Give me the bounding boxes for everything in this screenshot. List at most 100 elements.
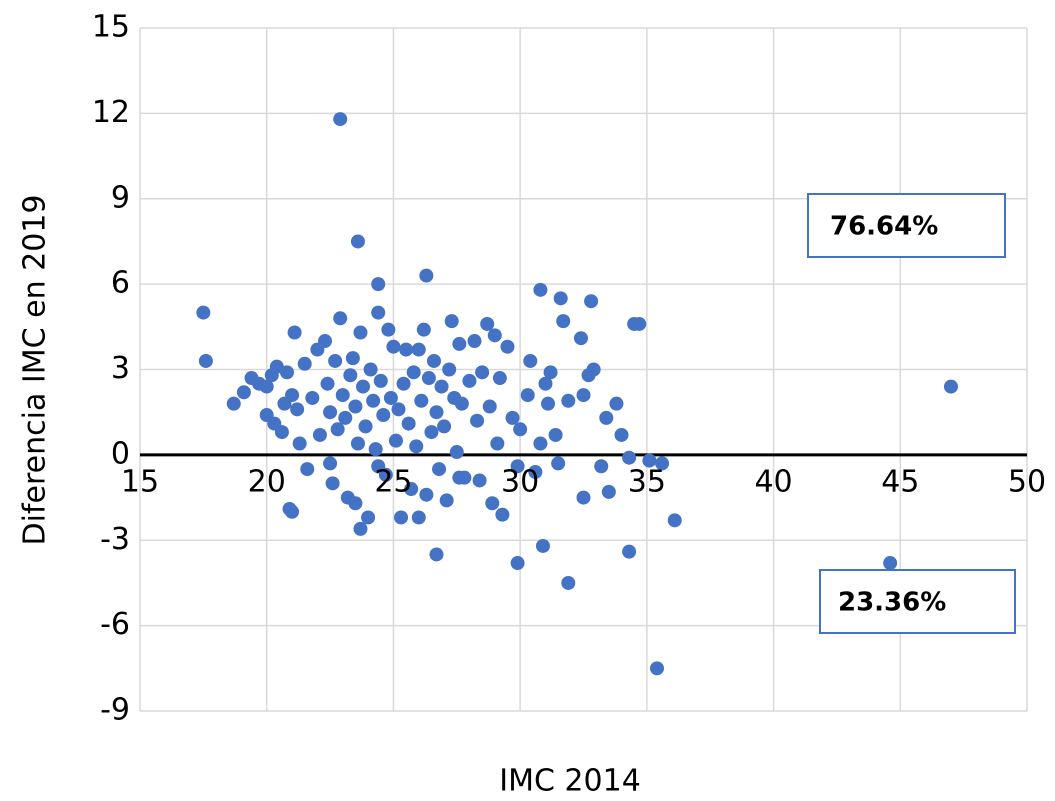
point: [419, 487, 434, 502]
point: [500, 339, 515, 354]
point: [510, 556, 525, 571]
point: [505, 410, 520, 425]
point: [376, 408, 391, 423]
point: [454, 396, 469, 411]
point: [470, 413, 485, 428]
point: [487, 328, 502, 343]
point: [394, 510, 409, 525]
point: [576, 490, 591, 505]
y-tick-label: 12: [92, 95, 130, 130]
point: [649, 661, 664, 676]
point: [312, 427, 327, 442]
point: [350, 436, 365, 451]
point: [401, 416, 416, 431]
point: [452, 470, 467, 485]
point: [300, 462, 315, 477]
point: [556, 314, 571, 329]
point: [363, 362, 378, 377]
point: [406, 365, 421, 380]
point: [325, 476, 340, 491]
x-tick-label: 50: [1008, 464, 1046, 499]
point: [274, 425, 289, 440]
point: [323, 405, 338, 420]
points: [196, 112, 958, 676]
point: [480, 316, 495, 331]
point: [396, 376, 411, 391]
annotation: 23.36%: [838, 588, 946, 618]
x-tick-label: 45: [881, 464, 919, 499]
point: [292, 436, 307, 451]
point: [196, 305, 211, 320]
annotation-box: [807, 193, 1006, 258]
point: [533, 436, 548, 451]
x-axis-title: IMC 2014: [499, 764, 641, 799]
point: [528, 464, 543, 479]
point: [444, 314, 459, 329]
point: [259, 379, 274, 394]
point: [437, 419, 452, 434]
point: [330, 422, 345, 437]
point: [328, 353, 343, 368]
point: [584, 294, 599, 309]
point: [883, 556, 898, 571]
point: [404, 482, 419, 497]
y-tick-label: -9: [100, 693, 130, 728]
y-axis-title: Diferencia IMC en 2019: [18, 195, 53, 546]
point: [485, 496, 500, 511]
y-tick-label: 3: [111, 351, 130, 386]
point: [333, 112, 348, 127]
point: [348, 496, 363, 511]
point: [510, 459, 525, 474]
point: [943, 379, 958, 394]
point: [348, 399, 363, 414]
point: [495, 507, 510, 522]
point: [543, 365, 558, 380]
point: [353, 521, 368, 536]
point: [475, 365, 490, 380]
point: [411, 342, 426, 357]
point: [429, 547, 444, 562]
point: [434, 379, 449, 394]
point: [467, 334, 482, 349]
point: [353, 325, 368, 340]
point: [318, 334, 333, 349]
point: [338, 410, 353, 425]
point: [287, 325, 302, 340]
point: [399, 342, 414, 357]
grid: [139, 27, 1028, 712]
point: [226, 396, 241, 411]
point: [442, 362, 457, 377]
point: [335, 388, 350, 403]
point: [627, 316, 642, 331]
point: [553, 291, 568, 306]
point: [345, 351, 360, 366]
annotation: 76.64%: [830, 212, 938, 242]
x-tick-label: 20: [248, 464, 286, 499]
point: [538, 376, 553, 391]
point: [432, 462, 447, 477]
point: [551, 456, 566, 471]
point: [371, 277, 386, 292]
point: [343, 368, 358, 383]
y-tick-label: 0: [111, 436, 130, 471]
point: [576, 388, 591, 403]
point: [368, 442, 383, 457]
x-tick-label: 15: [121, 464, 159, 499]
point: [381, 322, 396, 337]
x-tick-label: 30: [501, 464, 539, 499]
point: [371, 305, 386, 320]
y-tick-label: -3: [100, 522, 130, 557]
x-tick-label: 35: [628, 464, 666, 499]
point: [424, 425, 439, 440]
point: [439, 493, 454, 508]
point: [609, 396, 624, 411]
point: [416, 322, 431, 337]
point: [513, 422, 528, 437]
point: [414, 393, 429, 408]
point: [361, 510, 376, 525]
point: [426, 353, 441, 368]
y-tick-label: 6: [111, 266, 130, 301]
point: [599, 410, 614, 425]
point: [449, 445, 464, 460]
point: [411, 510, 426, 525]
